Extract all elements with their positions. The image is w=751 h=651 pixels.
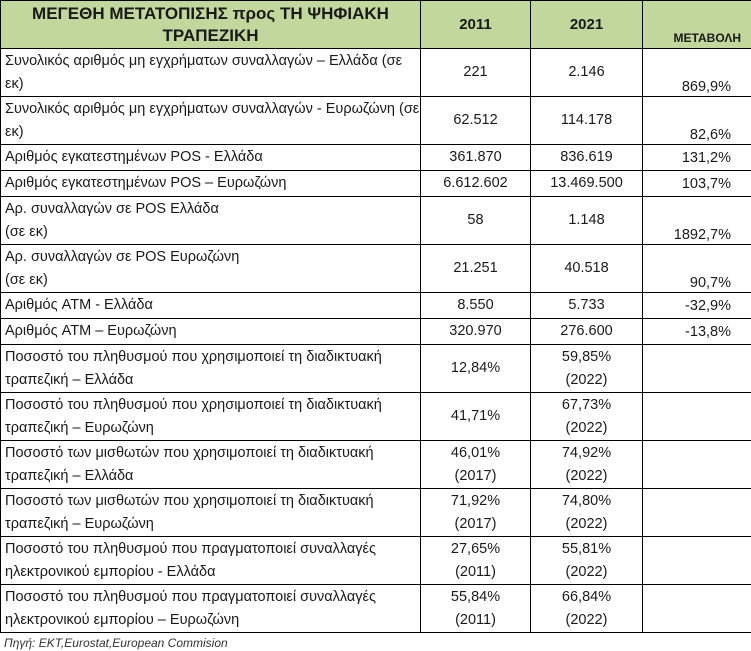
table-row: Αρ. συναλλαγών σε POS Ευρωζώνη (σε εκ) 2…	[0, 244, 751, 293]
value-2021: 114.178	[530, 96, 643, 145]
value-2011: 71,92% (2017)	[420, 488, 531, 537]
table-row: Ποσοστό του πληθυσμού που χρησιμοποιεί τ…	[0, 392, 751, 441]
row-label: Αρ. συναλλαγών σε POS Ευρωζώνη (σε εκ)	[0, 244, 421, 293]
row-label: Ποσοστό των μισθωτών που χρησιμοποιεί τη…	[0, 488, 421, 537]
value-change	[642, 344, 751, 393]
row-label: Αριθμός εγκατεστημένων POS - Ελλάδα	[0, 144, 421, 171]
value-2021: 5.733	[530, 292, 643, 319]
value-change	[642, 440, 751, 489]
value-2021: 2.146	[530, 48, 643, 97]
row-label: Ποσοστό του πληθυσμού που πραγματοποιεί …	[0, 584, 421, 633]
table-row: Ποσοστό των μισθωτών που χρησιμοποιεί τη…	[0, 488, 751, 537]
row-label: Ποσοστό του πληθυσμού που χρησιμοποιεί τ…	[0, 344, 421, 393]
row-label: Ποσοστό του πληθυσμού που χρησιμοποιεί τ…	[0, 392, 421, 441]
value-change: 131,2%	[642, 144, 751, 171]
value-change: -32,9%	[642, 292, 751, 319]
table-row: Ποσοστό του πληθυσμού που πραγματοποιεί …	[0, 536, 751, 585]
header-row: ΜΕΓΕΘΗ ΜΕΤΑΤΟΠΙΣΗΣ προς ΤΗ ΨΗΦΙΑΚΗ ΤΡΑΠΕ…	[0, 0, 751, 49]
value-2011: 320.970	[420, 318, 531, 345]
column-header-change: ΜΕΤΑΒΟΛΗ	[642, 0, 751, 49]
value-2021: 55,81% (2022)	[530, 536, 643, 585]
value-change	[642, 536, 751, 585]
value-change: 1892,7%	[642, 196, 751, 245]
table-row: Ποσοστό του πληθυσμού που πραγματοποιεί …	[0, 584, 751, 633]
value-2011: 27,65% (2011)	[420, 536, 531, 585]
value-2021: 67,73% (2022)	[530, 392, 643, 441]
table-row: Ποσοστό του πληθυσμού που χρησιμοποιεί τ…	[0, 344, 751, 393]
value-change: -13,8%	[642, 318, 751, 345]
row-label: Συνολικός αριθμός μη εγχρήματων συναλλαγ…	[0, 96, 421, 145]
value-2011: 221	[420, 48, 531, 97]
value-change	[642, 584, 751, 633]
column-header-2021: 2021	[530, 0, 643, 49]
value-2021: 66,84% (2022)	[530, 584, 643, 633]
row-label: Αριθμός ATM - Ελλάδα	[0, 292, 421, 319]
value-change	[642, 488, 751, 537]
row-label: Αρ. συναλλαγών σε POS Ελλάδα (σε εκ)	[0, 196, 421, 245]
value-2021: 40.518	[530, 244, 643, 293]
value-2011: 6.612.602	[420, 170, 531, 197]
digital-banking-table: ΜΕΓΕΘΗ ΜΕΤΑΤΟΠΙΣΗΣ προς ΤΗ ΨΗΦΙΑΚΗ ΤΡΑΠΕ…	[0, 0, 751, 633]
column-header-2011: 2011	[420, 0, 531, 49]
table-row: Αριθμός ATM - Ελλάδα 8.550 5.733 -32,9%	[0, 292, 751, 319]
value-2021: 1.148	[530, 196, 643, 245]
value-change: 82,6%	[642, 96, 751, 145]
value-2011: 55,84% (2011)	[420, 584, 531, 633]
value-2011: 58	[420, 196, 531, 245]
value-2021: 836.619	[530, 144, 643, 171]
table-row: Ποσοστό των μισθωτών που χρησιμοποιεί τη…	[0, 440, 751, 489]
value-2011: 361.870	[420, 144, 531, 171]
value-2021: 13.469.500	[530, 170, 643, 197]
value-2011: 8.550	[420, 292, 531, 319]
table-row: Αριθμός εγκατεστημένων POS – Ευρωζώνη 6.…	[0, 170, 751, 197]
value-2021: 59,85% (2022)	[530, 344, 643, 393]
value-2011: 46,01% (2017)	[420, 440, 531, 489]
table-title: ΜΕΓΕΘΗ ΜΕΤΑΤΟΠΙΣΗΣ προς ΤΗ ΨΗΦΙΑΚΗ ΤΡΑΠΕ…	[0, 0, 421, 49]
table-row: Αρ. συναλλαγών σε POS Ελλάδα (σε εκ) 58 …	[0, 196, 751, 245]
table-row: Συνολικός αριθμός μη εγχρήματων συναλλαγ…	[0, 96, 751, 145]
value-change: 90,7%	[642, 244, 751, 293]
value-change: 869,9%	[642, 48, 751, 97]
table-row: Συνολικός αριθμός μη εγχρήματων συναλλαγ…	[0, 48, 751, 97]
row-label: Ποσοστό του πληθυσμού που πραγματοποιεί …	[0, 536, 421, 585]
value-change: 103,7%	[642, 170, 751, 197]
source-note: Πηγή: ΕΚΤ,Eurostat,European Commision	[4, 636, 228, 650]
row-label: Αριθμός εγκατεστημένων POS – Ευρωζώνη	[0, 170, 421, 197]
value-2021: 74,80% (2022)	[530, 488, 643, 537]
value-change	[642, 392, 751, 441]
value-2011: 12,84%	[420, 344, 531, 393]
row-label: Αριθμός ATM – Ευρωζώνη	[0, 318, 421, 345]
value-2011: 62.512	[420, 96, 531, 145]
value-2011: 21.251	[420, 244, 531, 293]
value-2021: 74,92% (2022)	[530, 440, 643, 489]
table-row: Αριθμός ATM – Ευρωζώνη 320.970 276.600 -…	[0, 318, 751, 345]
value-2011: 41,71%	[420, 392, 531, 441]
value-2021: 276.600	[530, 318, 643, 345]
row-label: Ποσοστό των μισθωτών που χρησιμοποιεί τη…	[0, 440, 421, 489]
row-label: Συνολικός αριθμός μη εγχρήματων συναλλαγ…	[0, 48, 421, 97]
table-row: Αριθμός εγκατεστημένων POS - Ελλάδα 361.…	[0, 144, 751, 171]
